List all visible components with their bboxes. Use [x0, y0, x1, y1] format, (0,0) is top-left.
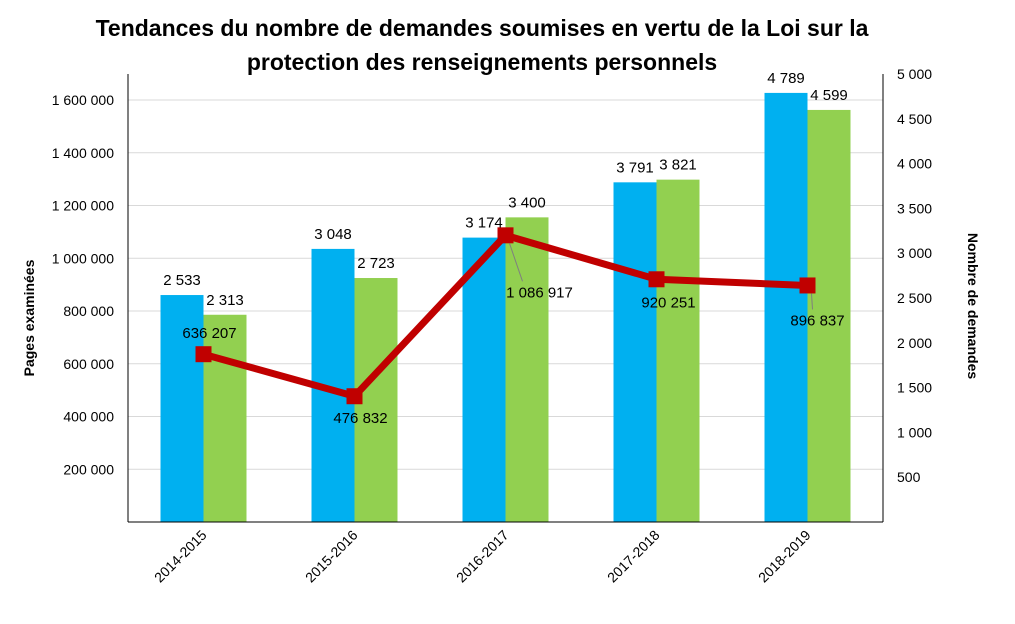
leader-line: [509, 243, 523, 282]
line-marker: [648, 271, 665, 288]
bar-data-label: 3 174: [465, 215, 503, 232]
y-left-tick-label: 200 000: [63, 461, 114, 477]
bar-series-2: [203, 314, 247, 522]
x-tick-label: 2017-2018: [604, 527, 663, 586]
line-marker: [195, 346, 212, 363]
x-tick-label: 2016-2017: [453, 527, 512, 586]
x-tick-label: 2018-2019: [755, 527, 814, 586]
y-right-tick-label: 1 500: [897, 380, 932, 396]
bar-data-label: 3 791: [616, 159, 654, 176]
bar-data-label: 3 400: [508, 194, 546, 211]
y-left-tick-label: 800 000: [63, 303, 114, 319]
bar-data-label: 2 723: [357, 255, 395, 272]
leader-line: [811, 293, 813, 310]
y-right-tick-label: 4 000: [897, 156, 932, 172]
y-left-tick-label: 1 600 000: [52, 92, 114, 108]
x-tick-label: 2014-2015: [151, 527, 210, 586]
bar-series-1: [462, 237, 506, 522]
y-right-tick-label: 4 500: [897, 111, 932, 127]
chart-title-line-1: Tendances du nombre de demandes soumises…: [96, 15, 869, 41]
line-data-label: 636 207: [182, 325, 236, 342]
bar-data-label: 3 048: [314, 226, 352, 243]
y-left-tick-label: 1 000 000: [52, 250, 114, 266]
line-data-label: 920 251: [641, 294, 695, 311]
bar-data-label: 4 599: [810, 87, 848, 104]
line-data-label: 896 837: [790, 312, 844, 329]
bar-series-2: [656, 179, 700, 522]
y-left-tick-label: 1 400 000: [52, 145, 114, 161]
chart-title-line-2: protection des renseignements personnels: [247, 49, 717, 75]
y-left-axis-title: Pages examinées: [21, 259, 37, 376]
y-right-tick-label: 3 500: [897, 200, 932, 216]
bar-data-label: 3 821: [659, 157, 697, 174]
bar-series-2: [505, 217, 549, 523]
bar-series-2: [807, 109, 851, 523]
x-tick-label: 2015-2016: [302, 527, 361, 586]
y-right-axis-title: Nombre de demandes: [965, 233, 981, 379]
y-right-tick-label: 500: [897, 469, 921, 485]
bar-series-1: [613, 182, 657, 522]
bar-data-label: 4 789: [767, 70, 805, 87]
y-left-tick-label: 400 000: [63, 409, 114, 425]
bar-series-1: [764, 92, 808, 522]
y-right-tick-label: 2 000: [897, 335, 932, 351]
y-right-tick-label: 2 500: [897, 290, 932, 306]
y-right-tick-label: 3 000: [897, 245, 932, 261]
y-left-tick-label: 1 200 000: [52, 198, 114, 214]
y-right-tick-label: 5 000: [897, 66, 932, 82]
line-data-label: 476 832: [333, 410, 387, 427]
line-marker: [799, 277, 816, 294]
line-marker: [346, 388, 363, 405]
line-marker: [497, 227, 514, 244]
bar-data-label: 2 533: [163, 272, 201, 289]
y-left-tick-label: 600 000: [63, 356, 114, 372]
y-right-tick-label: 1 000: [897, 424, 932, 440]
line-data-label: 1 086 917: [506, 284, 573, 301]
bar-series-1: [160, 295, 204, 522]
bar-data-label: 2 313: [206, 292, 244, 309]
